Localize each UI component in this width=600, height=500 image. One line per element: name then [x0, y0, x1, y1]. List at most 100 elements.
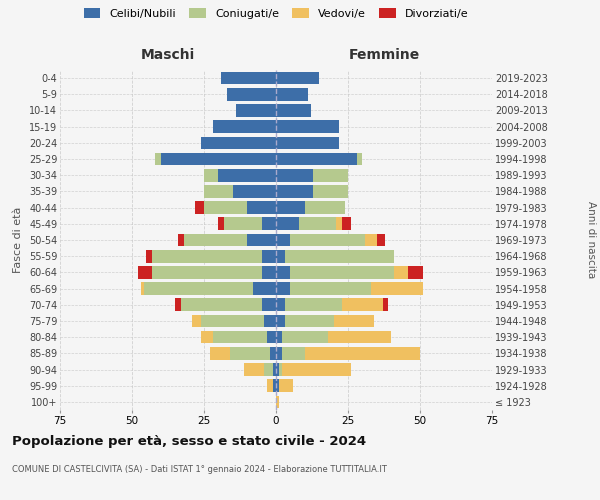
- Bar: [196, 202, 204, 214]
- Bar: [276, 72, 319, 85]
- Bar: [371, 282, 423, 295]
- Bar: [265, 363, 273, 376]
- Bar: [247, 202, 276, 214]
- Bar: [276, 298, 284, 311]
- Bar: [276, 136, 340, 149]
- Bar: [284, 250, 394, 262]
- Bar: [299, 218, 337, 230]
- Bar: [270, 347, 276, 360]
- Bar: [218, 218, 224, 230]
- Bar: [276, 218, 299, 230]
- Legend: Celibi/Nubili, Coniugati/e, Vedovi/e, Divorziati/e: Celibi/Nubili, Coniugati/e, Vedovi/e, Di…: [84, 8, 468, 19]
- Bar: [227, 88, 276, 101]
- Bar: [276, 347, 282, 360]
- Bar: [276, 331, 282, 344]
- Bar: [276, 169, 313, 181]
- Bar: [305, 347, 420, 360]
- Bar: [276, 120, 340, 133]
- Bar: [233, 185, 276, 198]
- Bar: [276, 282, 290, 295]
- Bar: [152, 266, 262, 278]
- Bar: [175, 298, 181, 311]
- Bar: [279, 380, 293, 392]
- Bar: [262, 250, 276, 262]
- Bar: [273, 363, 276, 376]
- Bar: [282, 363, 351, 376]
- Bar: [212, 120, 276, 133]
- Bar: [201, 314, 265, 328]
- Bar: [365, 234, 377, 246]
- Bar: [337, 218, 342, 230]
- Bar: [230, 347, 270, 360]
- Bar: [193, 314, 201, 328]
- Bar: [221, 72, 276, 85]
- Bar: [212, 331, 268, 344]
- Bar: [204, 202, 247, 214]
- Bar: [276, 396, 279, 408]
- Bar: [146, 250, 152, 262]
- Bar: [201, 331, 212, 344]
- Bar: [181, 298, 262, 311]
- Bar: [265, 314, 276, 328]
- Bar: [328, 331, 391, 344]
- Bar: [143, 282, 253, 295]
- Bar: [155, 152, 161, 166]
- Bar: [276, 88, 308, 101]
- Bar: [276, 314, 284, 328]
- Bar: [276, 250, 284, 262]
- Bar: [253, 282, 276, 295]
- Bar: [282, 331, 328, 344]
- Bar: [204, 169, 218, 181]
- Bar: [236, 104, 276, 117]
- Bar: [409, 266, 423, 278]
- Bar: [284, 298, 342, 311]
- Bar: [184, 234, 247, 246]
- Y-axis label: Fasce di età: Fasce di età: [13, 207, 23, 273]
- Bar: [247, 234, 276, 246]
- Bar: [334, 314, 374, 328]
- Bar: [210, 347, 230, 360]
- Bar: [377, 234, 385, 246]
- Bar: [394, 266, 409, 278]
- Bar: [262, 298, 276, 311]
- Bar: [276, 234, 290, 246]
- Bar: [313, 169, 348, 181]
- Bar: [161, 152, 276, 166]
- Bar: [276, 363, 279, 376]
- Bar: [268, 331, 276, 344]
- Bar: [342, 298, 383, 311]
- Bar: [138, 266, 152, 278]
- Bar: [204, 185, 233, 198]
- Bar: [282, 347, 305, 360]
- Bar: [276, 266, 290, 278]
- Bar: [290, 282, 371, 295]
- Text: Femmine: Femmine: [349, 48, 419, 62]
- Bar: [290, 234, 365, 246]
- Text: Popolazione per età, sesso e stato civile - 2024: Popolazione per età, sesso e stato civil…: [12, 435, 366, 448]
- Text: COMUNE DI CASTELCIVITA (SA) - Dati ISTAT 1° gennaio 2024 - Elaborazione TUTTITAL: COMUNE DI CASTELCIVITA (SA) - Dati ISTAT…: [12, 465, 387, 474]
- Bar: [276, 185, 313, 198]
- Text: Anni di nascita: Anni di nascita: [586, 202, 596, 278]
- Bar: [218, 169, 276, 181]
- Bar: [279, 363, 282, 376]
- Text: Maschi: Maschi: [141, 48, 195, 62]
- Bar: [284, 314, 334, 328]
- Bar: [273, 380, 276, 392]
- Bar: [152, 250, 262, 262]
- Bar: [313, 185, 348, 198]
- Bar: [268, 380, 273, 392]
- Bar: [262, 218, 276, 230]
- Bar: [305, 202, 345, 214]
- Bar: [224, 218, 262, 230]
- Bar: [290, 266, 394, 278]
- Bar: [383, 298, 388, 311]
- Bar: [342, 218, 351, 230]
- Bar: [201, 136, 276, 149]
- Bar: [140, 282, 143, 295]
- Bar: [276, 380, 279, 392]
- Bar: [178, 234, 184, 246]
- Bar: [276, 152, 356, 166]
- Bar: [276, 104, 311, 117]
- Bar: [356, 152, 362, 166]
- Bar: [262, 266, 276, 278]
